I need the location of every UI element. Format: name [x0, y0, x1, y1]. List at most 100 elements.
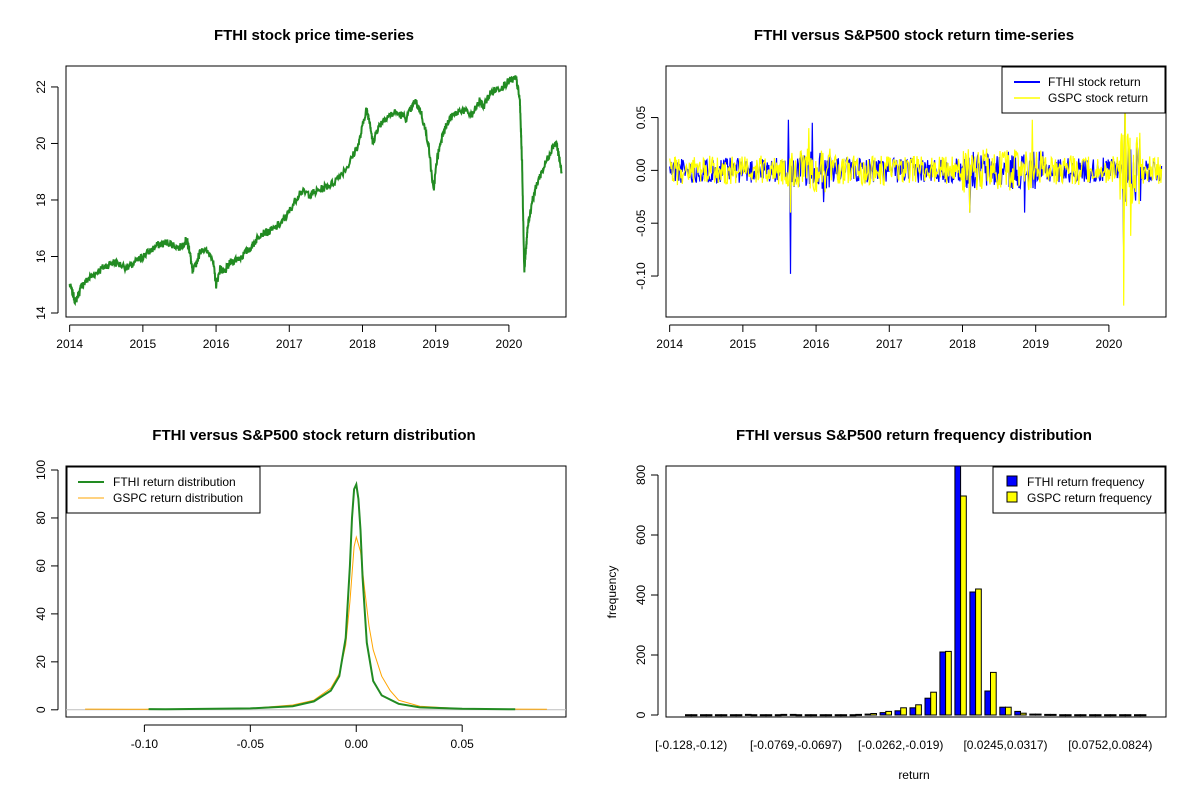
legend-gspc-dist-label: GSPC return distribution: [113, 491, 243, 505]
panel4-xtick-label: [-0.0769,-0.0697): [750, 738, 842, 752]
gspc-freq-bar: [885, 710, 892, 716]
panel4-axes: 0 200 400 600 800 [-0.128,-0.12) [-0.0769,-0.0…: [634, 465, 1152, 752]
panel1-xtick-label: 2015: [130, 337, 157, 351]
fthi-freq-bar: [894, 710, 902, 716]
panel4-xtick-label: [0.0245,0.0317): [963, 738, 1047, 752]
gspc-freq-bar: [735, 714, 743, 717]
gspc-freq-bar: [825, 714, 833, 717]
panel4-ytick-label: 800: [634, 465, 648, 485]
panel4-xtick-label: [-0.128,-0.12): [655, 738, 727, 752]
gspc-freq-bar: [990, 671, 997, 716]
legend-fthi-freq-label: FTHI return frequency: [1027, 475, 1144, 489]
fthi-freq-bar: [1014, 710, 1021, 716]
panel3-legend: FTHI return distribution GSPC return dis…: [66, 466, 261, 514]
panel3-ytick-label: 20: [34, 655, 48, 669]
panel4-ytick-label: 400: [634, 585, 648, 605]
gspc-freq-bar: [1049, 713, 1057, 716]
panel2-legend-box: [1001, 66, 1166, 114]
fthi-freq-bar: [774, 714, 782, 717]
panel1-title: FTHI stock price time-series: [214, 27, 414, 44]
panel3-ytick-label: 40: [34, 607, 48, 621]
fthi-freq-bar: [999, 706, 1006, 716]
gspc-freq-bar: [915, 704, 922, 716]
fthi-freq-bar: [1104, 714, 1111, 717]
panel2-axes: 2014 2015 2016 2017 2018 2019 2020 -0.10 -0.05 0.…: [634, 106, 1123, 351]
fthi-freq-bar: [984, 690, 992, 716]
fthi-freq-bar: [1059, 714, 1066, 717]
panel2-xtick-label: 2014: [656, 337, 683, 351]
gspc-freq-bar: [840, 714, 848, 717]
gspc-freq-bar: [810, 714, 818, 717]
fthi-freq-bar: [1044, 713, 1051, 716]
panel1-xtick-label: 2017: [276, 337, 303, 351]
fthi-freq-bar: [789, 713, 797, 716]
gspc-freq-bar: [975, 588, 982, 716]
gspc-freq-bar: [930, 691, 937, 716]
panel2-title: FTHI versus S&P500 stock return time-ser…: [754, 27, 1074, 44]
panel2-xtick-label: 2015: [730, 337, 757, 351]
gspc-freq-bar: [1020, 712, 1027, 716]
legend-gspc-freq-label: GSPC return frequency: [1027, 491, 1152, 505]
panel1-xtick-label: 2014: [56, 337, 83, 351]
gspc-freq-bar: [690, 714, 698, 717]
panel1-ytick-label: 20: [34, 136, 48, 150]
panel1-ytick-label: 16: [34, 249, 48, 263]
fthi-freq-bar: [744, 713, 752, 716]
fthi-freq-bar: [759, 714, 767, 717]
legend-fthi-return-label: FTHI stock return: [1048, 75, 1141, 89]
gspc-freq-bar: [1064, 714, 1072, 717]
gspc-freq-bar: [1139, 714, 1147, 717]
panel3-ytick-label: 0: [34, 706, 48, 713]
panel2-ytick-label: 0.00: [634, 158, 648, 182]
legend-gspc-freq-swatch: [1006, 491, 1018, 503]
panel3-xtick-label: 0.00: [345, 737, 369, 751]
panel4-xtick-label: [0.0752,0.0824): [1068, 738, 1152, 752]
panel1-series: [68, 75, 563, 307]
legend-fthi-dist-label: FTHI return distribution: [113, 475, 236, 489]
panel4-ytick-label: 200: [634, 645, 648, 665]
panel2-xtick-label: 2020: [1096, 337, 1123, 351]
fthi-freq-bar: [924, 697, 932, 716]
gspc-freq-bar: [1079, 714, 1087, 717]
gspc-freq-bar: [795, 714, 803, 717]
fthi-freq-bar: [700, 714, 707, 717]
fthi-freq-bar: [1119, 714, 1126, 717]
panel3-xtick-label: -0.05: [237, 737, 265, 751]
gspc-freq-bar: [780, 713, 788, 716]
panel1-xtick-label: 2016: [203, 337, 230, 351]
panel2-xtick-label: 2019: [1022, 337, 1049, 351]
panel3-xtick-label: -0.10: [131, 737, 159, 751]
panel3-ytick-label: 100: [34, 460, 48, 480]
fthi-freq-bar: [849, 714, 857, 717]
gspc-freq-bar: [705, 714, 713, 717]
fthi-freq-bar: [1134, 714, 1141, 717]
gspc-freq-bar: [1034, 713, 1042, 716]
panel2-ytick-label: 0.05: [634, 106, 648, 130]
panel2-ytick-label: -0.10: [634, 262, 648, 290]
gspc-freq-bar: [765, 714, 773, 717]
fthi-freq-bar: [1029, 713, 1037, 716]
gspc-return-line: [669, 75, 1163, 306]
panel3-xtick-label: 0.05: [451, 737, 475, 751]
panel4-bars: [685, 465, 1147, 717]
gspc-freq-bar: [945, 650, 952, 716]
panel4-ytick-label: 600: [634, 525, 648, 545]
gspc-freq-bar: [720, 714, 728, 717]
panel3-axes: -0.10 -0.05 0.00 0.05 0 20 40 60 80 100: [34, 460, 474, 751]
panel4-xlabel: return: [898, 768, 929, 782]
fthi-return-line: [669, 96, 1163, 274]
fthi-freq-bar: [1074, 714, 1081, 717]
panel2-xtick-label: 2017: [876, 337, 903, 351]
panel3-ytick-label: 60: [34, 559, 48, 573]
panel4-ylabel: frequency: [605, 566, 619, 619]
gspc-density-line: [85, 535, 547, 710]
panel1-frame: [65, 65, 567, 318]
fthi-freq-bar: [714, 714, 722, 717]
panel2-xtick-label: 2016: [803, 337, 830, 351]
fthi-freq-bar: [685, 714, 692, 717]
panel4-title: FTHI versus S&P500 return frequency dist…: [736, 427, 1092, 444]
legend-gspc-return-label: GSPC stock return: [1048, 91, 1148, 105]
panel1-xtick-label: 2020: [496, 337, 523, 351]
